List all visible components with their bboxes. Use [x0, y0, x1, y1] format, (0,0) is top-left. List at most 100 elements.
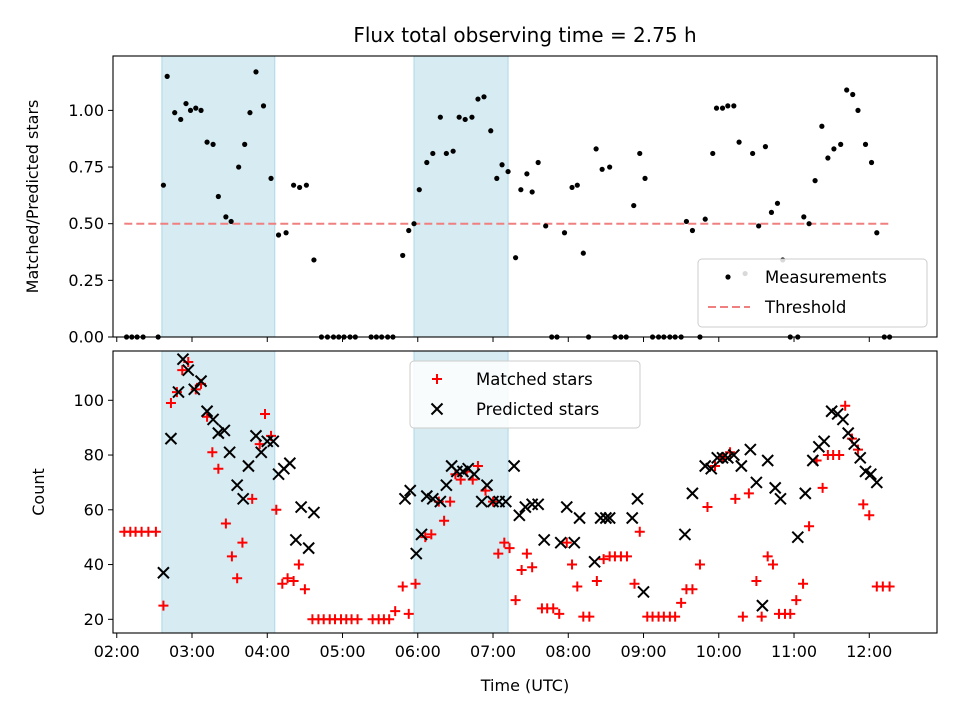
- predicted-star-point: [678, 528, 692, 541]
- measurement-point: [411, 221, 417, 227]
- measurement-point: [437, 114, 443, 120]
- predicted-star-point: [727, 448, 741, 462]
- measurement-point: [593, 146, 599, 152]
- measurement-point: [160, 182, 167, 188]
- measurement-point: [505, 168, 511, 175]
- matched-star-point: [621, 551, 632, 562]
- measurement-point: [275, 232, 282, 238]
- predicted-star-point: [836, 413, 850, 426]
- x-tick-label: 08:00: [545, 642, 591, 661]
- matched-star-point: [791, 595, 802, 606]
- predicted-star-point: [200, 405, 214, 418]
- matched-star-point: [410, 578, 421, 589]
- predicted-star-point: [560, 500, 573, 514]
- predicted-star-point: [806, 454, 820, 467]
- predicted-star-point: [864, 467, 877, 481]
- matched-star-point: [516, 565, 527, 576]
- predicted-star-point: [761, 454, 774, 467]
- predicted-star-point: [854, 451, 867, 464]
- predicted-star-point: [744, 443, 757, 456]
- predicted-star-point: [218, 424, 231, 437]
- predicted-star-point: [686, 487, 699, 500]
- matched-star-point: [634, 526, 645, 537]
- matched-star-point: [277, 578, 288, 589]
- measurement-point: [574, 182, 580, 188]
- matched-star-point: [817, 482, 828, 493]
- matched-star-point: [158, 600, 169, 611]
- x-tick-label: 09:00: [620, 642, 666, 661]
- matched-star-point: [171, 387, 182, 398]
- predicted-star-point: [791, 530, 804, 544]
- predicted-star-point: [799, 487, 812, 500]
- measurement-point: [430, 150, 436, 157]
- predicted-star-point: [750, 476, 763, 489]
- predicted-star-point: [212, 426, 225, 440]
- predicted-star-point: [756, 599, 769, 612]
- measurement-point: [762, 144, 769, 150]
- measurement-point: [210, 141, 216, 147]
- predicted-star-point: [426, 492, 440, 506]
- matched-star-point: [756, 611, 767, 622]
- matched-star-point: [840, 400, 851, 411]
- predicted-star-point: [573, 511, 586, 525]
- predicted-star-point: [415, 528, 428, 541]
- matched-star-point: [785, 608, 796, 619]
- matched-star-point: [426, 529, 437, 540]
- measurement-point: [710, 150, 716, 157]
- legend-threshold-label: Threshold: [764, 298, 846, 317]
- predicted-star-point: [182, 363, 195, 377]
- predicted-star-point: [302, 541, 315, 555]
- legend-predicted-label: Predicted stars: [476, 400, 599, 419]
- matched-star-point: [598, 554, 609, 565]
- predicted-star-point: [631, 492, 644, 506]
- measurement-point: [193, 105, 199, 111]
- measurement-point: [561, 230, 568, 236]
- predicted-star-point: [637, 585, 650, 599]
- matched-star-point: [293, 559, 304, 570]
- matched-star-point: [858, 499, 869, 510]
- measurement-point: [637, 150, 643, 157]
- x-tick-label: 04:00: [244, 642, 290, 661]
- predicted-star-point: [594, 511, 607, 525]
- predicted-star-point: [507, 459, 521, 473]
- y-axis-label: Count: [29, 468, 48, 516]
- measurement-point: [236, 164, 242, 170]
- matched-star-point: [743, 488, 754, 499]
- predicted-star-point: [774, 492, 787, 506]
- predicted-star-point: [172, 385, 185, 399]
- matched-star-point: [584, 611, 595, 622]
- measurement-point: [756, 223, 762, 229]
- measurement-point: [825, 155, 831, 161]
- measurement-point: [297, 184, 303, 191]
- matched-star-point: [397, 581, 408, 592]
- matched-star-point: [591, 575, 602, 586]
- matched-star-point: [798, 578, 809, 589]
- predicted-star-point: [537, 533, 551, 547]
- matched-star-point: [232, 573, 243, 584]
- matched-star-point: [260, 408, 271, 419]
- measurement-point: [178, 116, 184, 123]
- matched-star-point: [554, 608, 565, 619]
- measurement-point: [260, 103, 267, 109]
- y-tick-label: 0.00: [68, 328, 104, 347]
- x-tick-label: 07:00: [470, 642, 516, 661]
- matched-star-point: [730, 493, 741, 504]
- predicted-star-point: [255, 446, 268, 459]
- measurement-point: [683, 218, 690, 225]
- legend-predicted-marker: [430, 402, 444, 416]
- axes-frame: [112, 350, 938, 634]
- x-tick-label: 12:00: [846, 642, 892, 661]
- measurement-point: [844, 87, 850, 93]
- matched-star-point: [737, 611, 748, 622]
- legend-measurements-marker: [725, 274, 731, 280]
- measurement-point: [183, 100, 189, 107]
- x-tick-label: 06:00: [395, 642, 441, 661]
- measurement-point: [736, 139, 742, 145]
- measurement-point: [819, 123, 825, 129]
- predicted-star-point: [480, 478, 494, 492]
- legend-measurements-label: Measurements: [765, 268, 887, 287]
- legend-matched-marker: [432, 374, 442, 384]
- measurement-point: [518, 187, 524, 193]
- measurement-point: [215, 193, 221, 200]
- predicted-star-point: [410, 547, 423, 560]
